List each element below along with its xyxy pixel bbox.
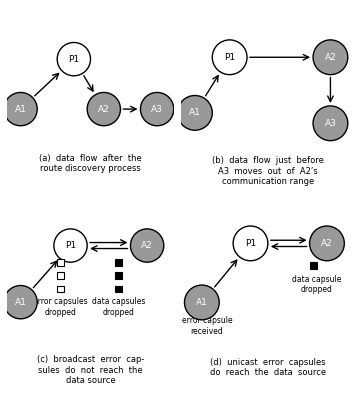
Bar [115, 259, 122, 266]
Circle shape [87, 93, 121, 126]
Circle shape [130, 229, 164, 262]
Circle shape [313, 106, 348, 141]
Bar [57, 286, 64, 292]
Text: A1: A1 [14, 297, 26, 307]
Circle shape [140, 93, 174, 126]
Circle shape [185, 285, 219, 320]
Circle shape [57, 43, 90, 76]
Text: A1: A1 [189, 108, 201, 117]
Text: (b)  data  flow  just  before
A3  moves  out  of  A2’s
communication range: (b) data flow just before A3 moves out o… [212, 156, 324, 186]
Bar [115, 286, 122, 292]
Text: A1: A1 [14, 104, 26, 113]
Circle shape [4, 93, 37, 126]
Text: A2: A2 [321, 239, 333, 248]
Circle shape [54, 229, 87, 262]
Text: A2: A2 [141, 241, 153, 250]
Text: data capsule
dropped: data capsule dropped [292, 275, 341, 294]
Text: P1: P1 [245, 239, 256, 248]
Text: error capsule
received: error capsule received [182, 316, 232, 336]
Circle shape [310, 226, 344, 261]
Text: P1: P1 [65, 241, 76, 250]
Bar [57, 259, 64, 266]
Circle shape [233, 226, 268, 261]
Bar [115, 272, 122, 279]
Bar [310, 262, 316, 269]
Text: A3: A3 [151, 104, 163, 113]
Text: A2: A2 [325, 53, 336, 62]
Circle shape [313, 40, 348, 74]
Text: A2: A2 [98, 104, 110, 113]
Text: P1: P1 [224, 53, 235, 62]
Text: data capsules
dropped: data capsules dropped [92, 297, 146, 316]
Text: (d)  unicast  error  capsules
do  reach  the  data  source: (d) unicast error capsules do reach the … [210, 358, 326, 377]
Text: error capsules
dropped: error capsules dropped [33, 297, 88, 316]
Bar [57, 272, 64, 279]
Circle shape [212, 40, 247, 74]
Circle shape [177, 95, 212, 130]
Text: A1: A1 [196, 298, 208, 307]
Text: P1: P1 [68, 55, 79, 64]
Text: (c)  broadcast  error  cap-
sules  do  not  reach  the
data source: (c) broadcast error cap- sules do not re… [37, 355, 144, 385]
Circle shape [4, 286, 37, 319]
Text: A3: A3 [324, 119, 336, 128]
Text: (a)  data  flow  after  the
route discovery process: (a) data flow after the route discovery … [39, 154, 142, 173]
